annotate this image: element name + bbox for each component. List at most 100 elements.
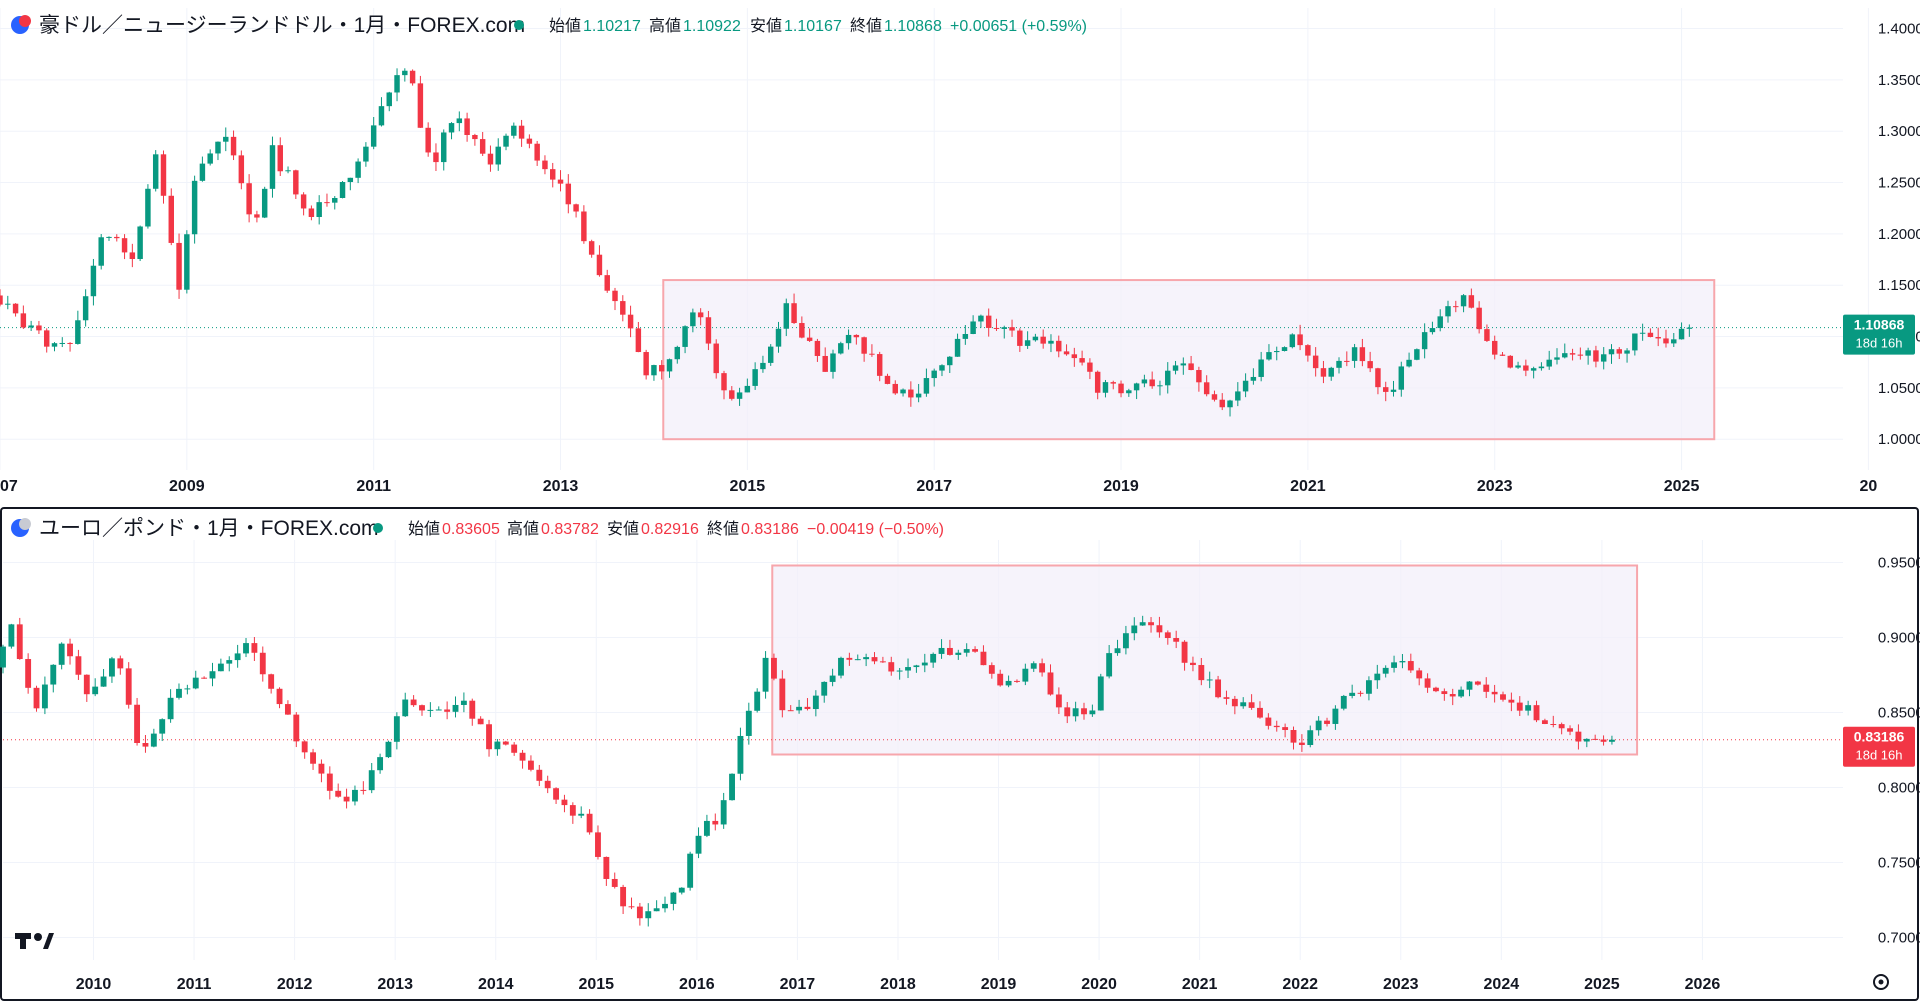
top-status-dot-icon <box>514 20 524 30</box>
candle-body <box>1365 680 1372 694</box>
candle-body <box>620 886 627 907</box>
candle-body <box>963 649 970 653</box>
candle-body <box>238 155 245 184</box>
x-tick-2019: 2019 <box>1103 478 1139 495</box>
candle-body <box>736 392 743 399</box>
x-tick-20: 20 <box>1859 478 1877 495</box>
y-tick-0.95000: 0.95000 <box>1878 555 1920 572</box>
candle-body <box>611 878 618 887</box>
candle-body <box>1484 329 1490 341</box>
candle-body <box>234 653 241 661</box>
candle-body <box>821 681 828 696</box>
candle-body <box>628 906 635 908</box>
candle-body <box>448 123 455 133</box>
candle-body <box>1064 707 1071 717</box>
candle-body <box>184 234 190 290</box>
candle-body <box>1126 390 1132 394</box>
bottom-legend[interactable]: ユーロ／ポンド・1月・FOREX.com 始値 0.83605 高値 0.837… <box>11 517 944 540</box>
candle-body <box>1248 702 1255 708</box>
candle-body <box>1118 383 1124 394</box>
top-price-tag-countdown: 18d 16h <box>1856 336 1903 351</box>
candle-body <box>1332 708 1339 724</box>
candle-body <box>1500 694 1506 700</box>
candle-body <box>1525 705 1532 711</box>
candle-body <box>553 788 560 800</box>
candle-body <box>871 657 878 662</box>
candle-body <box>150 733 157 747</box>
candle-body <box>50 664 57 685</box>
candle-body <box>822 355 828 372</box>
aud-nzd-panel[interactable]: 1.000001.050001.100001.150001.200001.250… <box>0 0 1920 502</box>
candle-body <box>744 385 751 393</box>
candle-body <box>368 770 375 791</box>
candle-body <box>1398 366 1405 390</box>
candle-body <box>503 135 509 147</box>
candle-body <box>930 653 937 663</box>
bottom-range-rectangle[interactable] <box>771 564 1639 756</box>
top-high-value: 1.10922 <box>683 18 741 35</box>
x-tick-2020: 2020 <box>1081 976 1117 993</box>
settings-gear-icon[interactable] <box>1873 974 1889 990</box>
candle-body <box>1022 668 1029 682</box>
candle-body <box>838 657 844 676</box>
candle-body <box>779 678 786 711</box>
candle-body <box>1312 355 1319 369</box>
y-tick-1.00000: 1.00000 <box>1878 431 1920 448</box>
top-price-axis[interactable]: 1.000001.050001.100001.150001.200001.250… <box>1878 21 1920 449</box>
bottom-time-axis[interactable]: 2010 2011 2012 2013 2014 2015 2016 2017 2018 2019… <box>76 976 1721 993</box>
candle-body <box>1491 340 1498 355</box>
candle-body <box>51 343 58 347</box>
candle-body <box>100 676 107 687</box>
candle-body <box>176 688 182 698</box>
top-time-axis[interactable]: 2007 2009 2011 2013 2015 2017 2019 2021 2023 2025… <box>0 478 1877 495</box>
candle-body <box>207 153 213 164</box>
candle-body <box>1349 692 1356 696</box>
candle-body <box>1538 366 1545 369</box>
candle-body <box>1298 742 1305 745</box>
candle-body <box>1071 354 1078 359</box>
top-legend[interactable]: 豪ドル／ニュージーランドドル・1月・FOREX.com 始値 1.10217 高… <box>11 14 1087 37</box>
candle-body <box>720 800 727 825</box>
candle-body <box>464 118 470 136</box>
candle-body <box>775 328 782 347</box>
candle-body <box>1024 340 1031 346</box>
candle-body <box>0 646 6 668</box>
candle-body <box>339 182 346 198</box>
candle-body <box>176 242 182 290</box>
candle-body <box>1483 684 1490 692</box>
x-tick-2016: 2016 <box>679 976 715 993</box>
candle-body <box>444 709 451 712</box>
candle-body <box>526 138 533 144</box>
candle-body <box>1180 363 1187 366</box>
top-symbol-title[interactable]: 豪ドル／ニュージーランドドル・1月・FOREX.com <box>39 14 525 37</box>
candle-body <box>1039 663 1046 673</box>
bottom-change-value: −0.00419 (−0.50%) <box>807 521 944 538</box>
candle-body <box>879 661 886 663</box>
bottom-close-value: 0.83186 <box>741 521 799 538</box>
top-high-label: 高値 <box>649 17 681 35</box>
candle-body <box>1265 717 1272 726</box>
candle-body <box>1297 334 1303 346</box>
x-tick-2023: 2023 <box>1477 478 1513 495</box>
candle-body <box>409 70 416 84</box>
bottom-symbol-title[interactable]: ユーロ／ポンド・1月・FOREX.com <box>39 517 379 540</box>
candle-body <box>1081 708 1087 715</box>
candle-body <box>1258 359 1264 377</box>
tradingview-logo-icon[interactable] <box>15 933 54 949</box>
top-range-rectangle[interactable] <box>662 279 1716 441</box>
candle-body <box>1491 691 1498 695</box>
x-tick-2014: 2014 <box>478 976 514 993</box>
candle-body <box>67 643 73 657</box>
candle-body <box>1094 371 1101 393</box>
candle-body <box>1139 622 1146 626</box>
candle-body <box>565 183 572 205</box>
candle-body <box>59 342 66 344</box>
candle-body <box>1382 667 1389 674</box>
candle-body <box>191 180 198 235</box>
candle-body <box>1460 295 1467 307</box>
candle-body <box>90 265 97 297</box>
x-tick-2009: 2009 <box>169 478 205 495</box>
bottom-price-tag-countdown: 18d 16h <box>1856 748 1903 763</box>
